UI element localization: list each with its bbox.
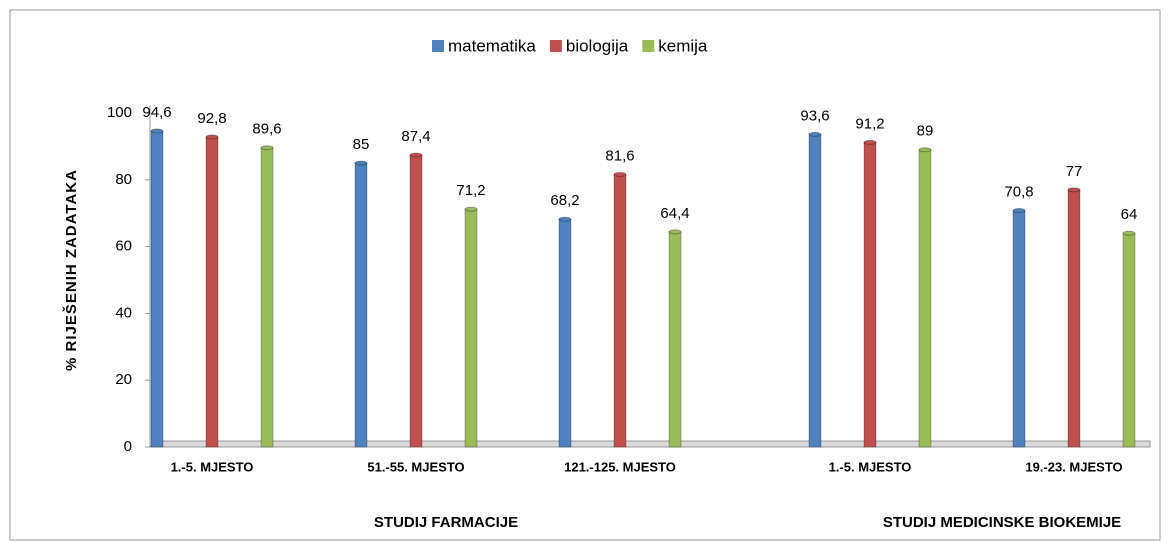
y-tick-label: 60 <box>115 238 132 255</box>
bar <box>668 231 682 448</box>
legend-label: kemija <box>658 36 708 55</box>
x-tick-label: 1.-5. MJESTO <box>829 459 912 474</box>
x-tick-label: 51.-55. MJESTO <box>367 459 464 474</box>
data-label: 87,4 <box>401 128 430 145</box>
data-label: 85 <box>353 136 370 153</box>
y-tick-label: 100 <box>107 104 132 121</box>
bar-cap <box>558 216 572 222</box>
group-label: STUDIJ FARMACIJE <box>374 514 518 531</box>
legend-swatch <box>549 40 562 52</box>
bar <box>464 208 478 448</box>
data-label: 81,6 <box>605 147 634 164</box>
y-tick-label: 80 <box>115 171 132 188</box>
bar-cap <box>354 160 368 166</box>
data-label: 64 <box>1121 206 1138 223</box>
bar-cap <box>1012 208 1026 214</box>
data-label: 89 <box>917 123 934 140</box>
data-label: 64,4 <box>660 205 689 222</box>
data-label: 71,2 <box>456 182 485 199</box>
bar-cap <box>918 147 932 153</box>
bar <box>863 141 877 448</box>
data-label: 91,2 <box>855 115 884 132</box>
bar <box>1122 232 1136 448</box>
bar <box>205 136 219 448</box>
bar <box>613 173 627 448</box>
bar <box>918 149 932 448</box>
bar <box>808 133 822 448</box>
y-tick-label: 20 <box>115 371 132 388</box>
bar-cap <box>808 131 822 137</box>
legend-label: matematika <box>448 36 536 55</box>
bar-cap <box>464 206 478 212</box>
legend-label: biologija <box>566 36 629 55</box>
bar <box>558 218 572 448</box>
bar-cap <box>205 134 219 140</box>
legend-swatch <box>432 40 444 52</box>
bar <box>260 147 274 448</box>
bar <box>1067 189 1081 448</box>
data-label: 68,2 <box>550 192 579 209</box>
x-tick-label: 121.-125. MJESTO <box>564 459 676 474</box>
data-label: 94,6 <box>142 104 171 121</box>
bar-cap <box>150 128 164 134</box>
data-label: 70,8 <box>1004 183 1033 200</box>
data-label: 92,8 <box>197 110 226 127</box>
bar-cap <box>668 229 682 235</box>
data-label: 77 <box>1066 163 1083 180</box>
bar <box>409 154 423 448</box>
legend-swatch <box>642 40 655 52</box>
y-axis-title: % RIJEŠENIH ZADATAKA <box>62 169 80 371</box>
bar <box>150 130 164 448</box>
floor <box>148 440 1151 448</box>
x-tick-label: 1.-5. MJESTO <box>171 459 254 474</box>
group-label: STUDIJ MEDICINSKE BIOKEMIJE <box>883 514 1121 531</box>
bar-cap <box>260 145 274 151</box>
x-tick-label: 19.-23. MJESTO <box>1025 459 1122 474</box>
y-tick-label: 40 <box>115 304 132 321</box>
chart-frame <box>9 9 1161 541</box>
bar-cap <box>613 171 627 177</box>
y-tick-label: 0 <box>124 438 132 455</box>
bar-cap <box>1122 230 1136 236</box>
bar <box>1012 210 1026 448</box>
data-label: 89,6 <box>252 121 281 138</box>
bar <box>354 162 368 448</box>
bar-cap <box>409 152 423 158</box>
data-label: 93,6 <box>800 107 829 124</box>
bar-cap <box>1067 187 1081 193</box>
bar-cap <box>863 139 877 145</box>
